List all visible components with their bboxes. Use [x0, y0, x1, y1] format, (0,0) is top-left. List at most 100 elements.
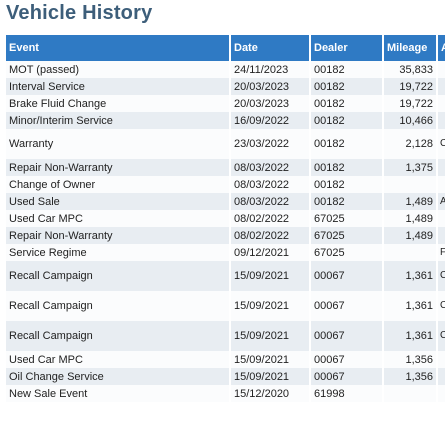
cell-extra: A — [437, 193, 445, 210]
cell-dealer: 00067 — [310, 368, 384, 385]
table-row[interactable]: Minor/Interim Service 16/09/2022 00182 10,4… — [6, 112, 445, 129]
cell-mileage: 2,128 — [383, 129, 438, 159]
cell-date: 20/03/2023 — [230, 95, 311, 112]
cell-event: Service Regime — [6, 244, 231, 261]
cell-extra — [437, 385, 445, 402]
column-header-extra[interactable]: A — [437, 35, 445, 61]
vehicle-history-table: Event Date Dealer Mileage A MOT (passed)… — [6, 35, 445, 402]
cell-mileage: 1,489 — [383, 227, 438, 244]
cell-date: 15/09/2021 — [230, 351, 311, 368]
column-header-mileage[interactable]: Mileage — [383, 35, 438, 61]
cell-dealer: 00067 — [310, 321, 384, 351]
cell-date: 15/09/2021 — [230, 368, 311, 385]
cell-dealer: 67025 — [310, 210, 384, 227]
cell-dealer: 67025 — [310, 227, 384, 244]
cell-mileage: 1,489 — [383, 193, 438, 210]
table-row[interactable]: New Sale Event 15/12/2020 61998 — [6, 385, 445, 402]
cell-extra — [437, 368, 445, 385]
cell-extra: C A — [437, 291, 445, 321]
cell-mileage: 1,361 — [383, 291, 438, 321]
cell-event: Recall Campaign — [6, 261, 231, 291]
cell-extra — [437, 210, 445, 227]
table-row[interactable]: Repair Non-Warranty 08/02/2022 67025 1,489 — [6, 227, 445, 244]
cell-date: 15/09/2021 — [230, 321, 311, 351]
cell-dealer: 00182 — [310, 193, 384, 210]
cell-mileage — [383, 244, 438, 261]
cell-extra: F — [437, 244, 445, 261]
cell-event: Used Car MPC — [6, 351, 231, 368]
cell-dealer: 00067 — [310, 351, 384, 368]
cell-extra: C t — [437, 129, 445, 159]
column-header-event[interactable]: Event — [6, 35, 231, 61]
cell-dealer: 00067 — [310, 261, 384, 291]
cell-date: 23/03/2022 — [230, 129, 311, 159]
table-row[interactable]: Used Car MPC 08/02/2022 67025 1,489 — [6, 210, 445, 227]
cell-mileage — [383, 176, 438, 193]
cell-event: Used Car MPC — [6, 210, 231, 227]
cell-event: Warranty — [6, 129, 231, 159]
cell-date: 16/09/2022 — [230, 112, 311, 129]
cell-date: 08/03/2022 — [230, 176, 311, 193]
cell-dealer: 00182 — [310, 61, 384, 78]
cell-extra — [437, 61, 445, 78]
cell-date: 20/03/2023 — [230, 78, 311, 95]
cell-extra — [437, 351, 445, 368]
cell-event: Oil Change Service — [6, 368, 231, 385]
cell-date: 09/12/2021 — [230, 244, 311, 261]
cell-event: Minor/Interim Service — [6, 112, 231, 129]
table-row[interactable]: Change of Owner 08/03/2022 00182 — [6, 176, 445, 193]
cell-date: 24/11/2023 — [230, 61, 311, 78]
table-row[interactable]: MOT (passed) 24/11/2023 00182 35,833 — [6, 61, 445, 78]
table-row[interactable]: Oil Change Service 15/09/2021 00067 1,356 — [6, 368, 445, 385]
cell-mileage: 1,356 — [383, 351, 438, 368]
cell-event: Interval Service — [6, 78, 231, 95]
cell-mileage: 1,361 — [383, 261, 438, 291]
cell-mileage: 19,722 — [383, 78, 438, 95]
cell-date: 08/03/2022 — [230, 193, 311, 210]
cell-dealer: 61998 — [310, 385, 384, 402]
cell-mileage: 1,489 — [383, 210, 438, 227]
cell-dealer: 00182 — [310, 95, 384, 112]
column-header-dealer[interactable]: Dealer — [310, 35, 384, 61]
cell-extra — [437, 227, 445, 244]
cell-dealer: 00182 — [310, 129, 384, 159]
cell-extra — [437, 159, 445, 176]
cell-date: 15/09/2021 — [230, 261, 311, 291]
cell-dealer: 00182 — [310, 159, 384, 176]
cell-mileage: 1,361 — [383, 321, 438, 351]
cell-mileage: 1,356 — [383, 368, 438, 385]
cell-mileage: 35,833 — [383, 61, 438, 78]
column-header-date[interactable]: Date — [230, 35, 311, 61]
table-row[interactable]: Brake Fluid Change 20/03/2023 00182 19,722 — [6, 95, 445, 112]
table-row[interactable]: Used Car MPC 15/09/2021 00067 1,356 — [6, 351, 445, 368]
cell-dealer: 67025 — [310, 244, 384, 261]
cell-mileage: 1,375 — [383, 159, 438, 176]
table-header-row: Event Date Dealer Mileage A — [6, 35, 445, 61]
cell-dealer: 00182 — [310, 112, 384, 129]
cell-event: New Sale Event — [6, 385, 231, 402]
table-row[interactable]: Repair Non-Warranty 08/03/2022 00182 1,375 — [6, 159, 445, 176]
cell-extra — [437, 95, 445, 112]
cell-dealer: 00067 — [310, 291, 384, 321]
cell-event: Brake Fluid Change — [6, 95, 231, 112]
vehicle-history-table-container[interactable]: Event Date Dealer Mileage A MOT (passed)… — [6, 35, 445, 402]
cell-mileage — [383, 385, 438, 402]
cell-date: 08/02/2022 — [230, 210, 311, 227]
cell-event: Recall Campaign — [6, 291, 231, 321]
table-row[interactable]: Interval Service 20/03/2023 00182 19,722 — [6, 78, 445, 95]
cell-extra: C A — [437, 321, 445, 351]
cell-event: Used Sale — [6, 193, 231, 210]
cell-event: Repair Non-Warranty — [6, 159, 231, 176]
cell-event: Recall Campaign — [6, 321, 231, 351]
cell-mileage: 19,722 — [383, 95, 438, 112]
cell-date: 15/12/2020 — [230, 385, 311, 402]
cell-date: 15/09/2021 — [230, 291, 311, 321]
cell-date: 08/03/2022 — [230, 159, 311, 176]
cell-date: 08/02/2022 — [230, 227, 311, 244]
